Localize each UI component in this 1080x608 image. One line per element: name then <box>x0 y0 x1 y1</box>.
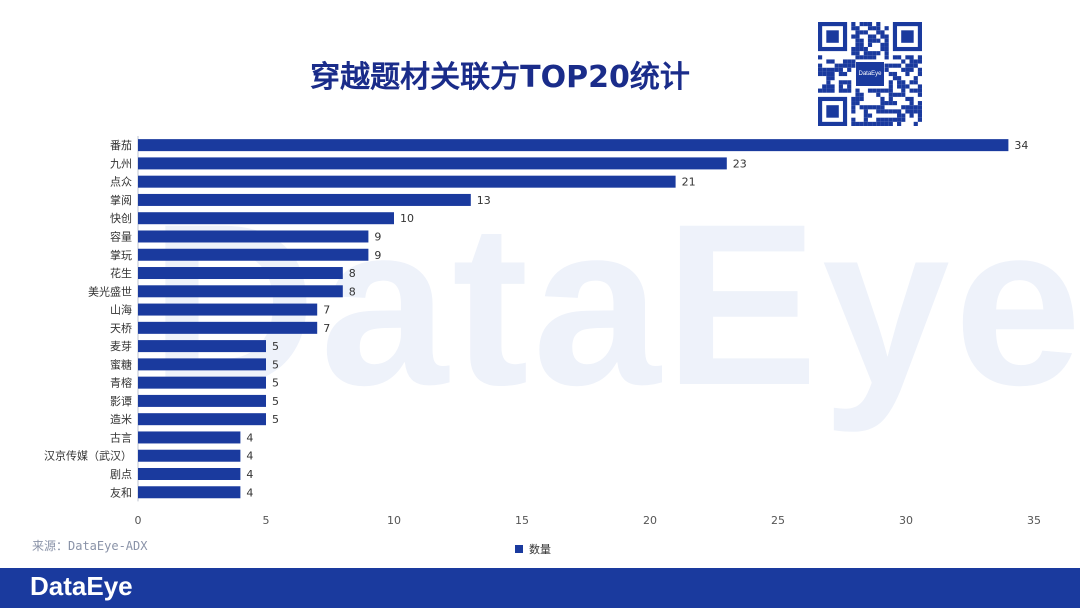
data-label: 7 <box>323 304 330 317</box>
bar <box>138 267 343 280</box>
legend: 数量 <box>515 541 551 557</box>
category-label: 掌玩 <box>110 248 132 262</box>
category-label: 快创 <box>110 212 132 225</box>
footer-logo: DataEye <box>30 571 133 601</box>
bar <box>138 486 241 499</box>
bar <box>138 248 369 261</box>
bar <box>138 413 266 426</box>
category-label: 花生 <box>110 266 132 280</box>
data-label: 4 <box>246 431 253 444</box>
category-label: 天桥 <box>110 322 132 335</box>
x-tick-label: 0 <box>135 514 142 527</box>
bar <box>138 431 241 444</box>
data-label: 5 <box>272 395 279 408</box>
bar <box>138 340 266 353</box>
bar <box>138 449 241 462</box>
bar <box>138 175 676 188</box>
data-label: 34 <box>1014 139 1028 152</box>
source-note: 来源：DataEye-ADX <box>32 539 148 553</box>
x-tick-label: 5 <box>263 514 270 527</box>
category-label: 友和 <box>110 485 132 499</box>
data-label: 7 <box>323 322 330 335</box>
bar <box>138 157 727 170</box>
chart-title: 穿越题材关联方TOP20统计 <box>310 60 690 95</box>
data-label: 23 <box>733 157 747 170</box>
category-label: 番茄 <box>110 138 132 152</box>
data-label: 5 <box>272 413 279 426</box>
data-label: 8 <box>349 267 356 280</box>
qr-code-pattern <box>818 22 922 126</box>
data-label: 21 <box>682 176 696 189</box>
data-label: 8 <box>349 285 356 298</box>
x-tick-label: 35 <box>1027 514 1041 527</box>
legend-label: 数量 <box>529 543 551 556</box>
x-tick-label: 25 <box>771 514 785 527</box>
bar <box>138 467 241 480</box>
category-label: 掌阅 <box>110 193 132 207</box>
data-label: 5 <box>272 377 279 390</box>
category-label: 青榕 <box>110 376 132 390</box>
category-label: 汉京传媒（武汉） <box>44 449 132 463</box>
bar <box>138 376 266 389</box>
category-label: 美光盛世 <box>88 284 132 298</box>
x-tick-label: 10 <box>387 514 401 527</box>
category-label: 九州 <box>110 157 132 170</box>
data-label: 4 <box>246 450 253 463</box>
x-tick-label: 20 <box>643 514 657 527</box>
legend-swatch <box>515 545 523 553</box>
bar <box>138 212 394 225</box>
bar <box>138 193 471 206</box>
data-label: 10 <box>400 212 414 225</box>
bar <box>138 285 343 298</box>
category-label: 山海 <box>110 303 132 317</box>
x-tick-label: 15 <box>515 514 529 527</box>
category-label: 蜜糖 <box>110 357 132 371</box>
category-label: 点众 <box>110 176 132 189</box>
data-label: 4 <box>246 486 253 499</box>
data-label: 5 <box>272 358 279 371</box>
bar <box>138 358 266 371</box>
qr-logo: DataEye <box>856 62 884 86</box>
qr-code: DataEye <box>818 22 922 126</box>
category-label: 造米 <box>110 412 132 426</box>
data-label: 9 <box>374 230 381 243</box>
x-tick-label: 30 <box>899 514 913 527</box>
data-label: 9 <box>374 249 381 262</box>
category-label: 剧点 <box>110 468 132 481</box>
bar <box>138 139 1009 152</box>
data-label: 4 <box>246 468 253 481</box>
data-label: 5 <box>272 340 279 353</box>
footer-bar: DataEye <box>0 568 1080 608</box>
data-label: 13 <box>477 194 491 207</box>
bar <box>138 321 318 334</box>
bar <box>138 230 369 243</box>
bar <box>138 303 318 316</box>
category-label: 影谭 <box>110 395 132 408</box>
bar <box>138 394 266 407</box>
category-label: 古言 <box>110 431 132 444</box>
category-label: 麦芽 <box>110 339 132 353</box>
category-label: 容量 <box>110 229 132 243</box>
